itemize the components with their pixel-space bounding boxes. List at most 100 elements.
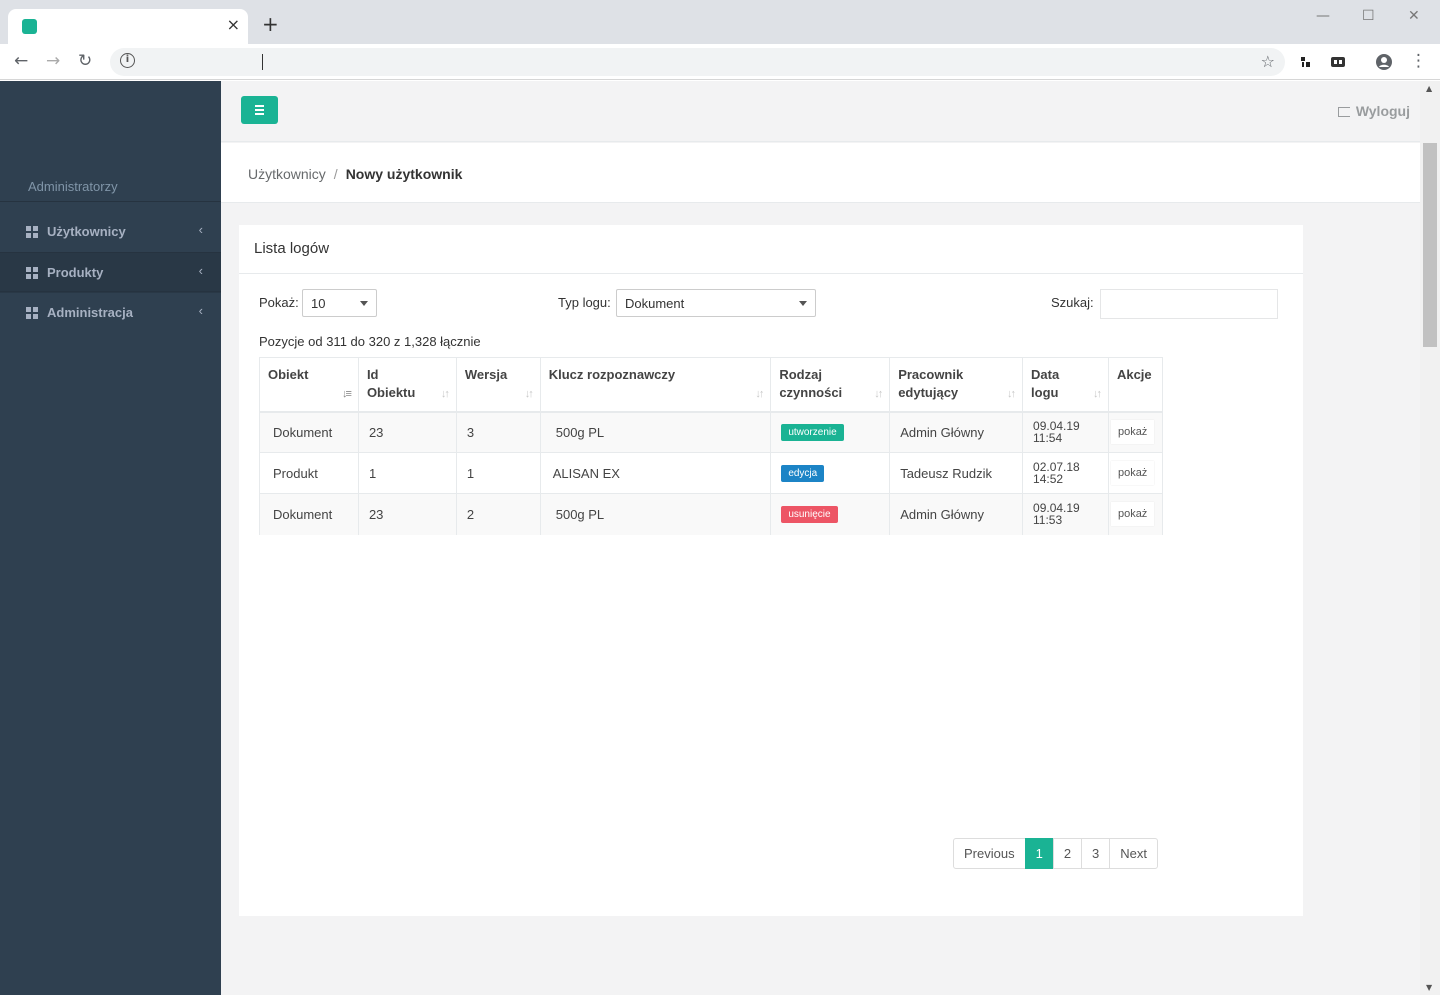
pagination: Previous 1 2 3 Next <box>953 838 1159 869</box>
logs-table: Obiekt ↓≡ Id Obiektu ↓↑ Wersja ↓↑ Klucz rozp… <box>259 357 1164 535</box>
sort-icon: ↓↑ <box>755 387 764 400</box>
sort-asc-icon: ↓≡ <box>342 387 352 400</box>
close-window-icon[interactable]: ✕ <box>1408 8 1420 24</box>
breadcrumb-separator: / <box>333 166 338 182</box>
pagination-page-3[interactable]: 3 <box>1081 838 1111 869</box>
scrollbar-thumb[interactable] <box>1423 143 1437 347</box>
scroll-up-icon[interactable]: ▲ <box>1426 84 1433 93</box>
browser-menu-icon[interactable]: ⋮ <box>1410 51 1427 71</box>
table-row: Dokument 23 2 500g PL usunięcie Admin Gł… <box>259 493 1164 535</box>
page-scrollbar[interactable]: ▲ ▼ <box>1420 81 1440 995</box>
column-header-akcje: Akcje <box>1108 357 1164 413</box>
status-badge: utworzenie <box>781 424 844 442</box>
chevron-left-icon: ‹ <box>198 263 203 278</box>
column-header-id-obiektu[interactable]: Id Obiektu ↓↑ <box>358 357 457 413</box>
log-type-select[interactable]: Dokument <box>616 289 816 317</box>
page-size-select[interactable]: 10 <box>302 289 377 317</box>
cell-wersja: 1 <box>456 452 541 494</box>
breadcrumb: Użytkownicy / Nowy użytkownik <box>248 166 462 182</box>
caret-down-icon <box>360 301 368 306</box>
cell-klucz: ALISAN EX <box>540 452 772 494</box>
chevron-left-icon: ‹ <box>198 222 203 237</box>
sidebar-item-label: Produkty <box>47 265 104 280</box>
cell-rodzaj: utworzenie <box>770 411 891 453</box>
cell-data: 09.04.19 11:53 <box>1022 493 1109 535</box>
scroll-down-icon[interactable]: ▼ <box>1426 983 1433 992</box>
sidebar-item-label: Administracja <box>47 305 133 320</box>
minimize-icon[interactable]: — <box>1316 8 1330 24</box>
column-header-wersja[interactable]: Wersja ↓↑ <box>456 357 541 413</box>
cell-wersja: 3 <box>456 411 541 453</box>
show-button[interactable]: pokaż <box>1110 502 1155 527</box>
show-button[interactable]: pokaż <box>1110 420 1155 445</box>
status-badge: usunięcie <box>781 506 838 524</box>
header-label-2: logu <box>1031 385 1059 400</box>
logout-link[interactable]: Wyloguj <box>1337 103 1410 119</box>
column-header-data[interactable]: Data logu ↓↑ <box>1022 357 1109 413</box>
grid-icon <box>26 307 38 319</box>
maximize-icon[interactable]: ☐ <box>1362 8 1375 24</box>
column-header-pracownik[interactable]: Pracownik edytujący ↓↑ <box>889 357 1024 413</box>
column-header-rodzaj[interactable]: Rodzaj czynności ↓↑ <box>770 357 891 413</box>
search-label: Szukaj: <box>1051 295 1094 310</box>
header-label-2: czynności <box>779 385 843 400</box>
reload-icon[interactable]: ↻ <box>78 51 93 71</box>
pagination-page-2[interactable]: 2 <box>1052 838 1083 869</box>
card-title: Lista logów <box>254 240 330 257</box>
info-icon[interactable]: i <box>120 53 135 68</box>
breadcrumb-parent-link[interactable]: Użytkownicy <box>248 166 326 182</box>
header-label: Klucz rozpoznawczy <box>548 367 676 382</box>
cell-pracownik: Admin Główny <box>889 411 1024 453</box>
extension-2-icon[interactable] <box>1330 54 1346 70</box>
browser-tab[interactable]: × <box>8 9 248 44</box>
page-size-value: 10 <box>311 296 326 311</box>
cell-data: 02.07.18 14:52 <box>1022 452 1109 494</box>
header-label-2: edytujący <box>898 385 959 400</box>
sort-icon: ↓↑ <box>1092 387 1102 400</box>
tab-close-icon[interactable]: × <box>226 15 240 34</box>
logout-label: Wyloguj <box>1355 103 1410 119</box>
status-badge: edycja <box>781 465 825 482</box>
search-input[interactable] <box>1100 289 1278 319</box>
header-label-2: Obiektu <box>366 385 416 400</box>
cell-klucz: 500g PL <box>540 493 772 535</box>
date-time: 11:53 <box>1033 513 1063 528</box>
logs-card: Lista logów Pokaż: 10 Typ logu: Dokument… <box>239 225 1303 916</box>
column-header-obiekt[interactable]: Obiekt ↓≡ <box>259 357 359 413</box>
profile-avatar-icon[interactable] <box>1375 53 1393 71</box>
header-label: Id <box>366 367 379 382</box>
sidebar-item-uzytkownicy[interactable]: Użytkownicy ‹ <box>0 212 221 252</box>
address-bar[interactable]: i ☆ <box>110 48 1285 76</box>
text-cursor <box>262 54 263 70</box>
favicon-icon <box>22 19 37 34</box>
column-header-klucz[interactable]: Klucz rozpoznawczy ↓↑ <box>540 357 772 413</box>
cell-rodzaj: edycja <box>770 452 891 494</box>
header-label: Wersja <box>464 367 508 382</box>
table-row: Dokument 23 3 500g PL utworzenie Admin G… <box>259 411 1164 453</box>
header-label: Rodzaj <box>779 367 822 382</box>
cell-klucz: 500g PL <box>540 411 772 453</box>
browser-toolbar: ← → ↻ i ☆ ⋮ <box>0 44 1440 80</box>
pagination-next-button[interactable]: Next <box>1109 838 1159 869</box>
table-row: Produkt 1 1 ALISAN EX edycja Tadeusz Rud… <box>259 452 1164 494</box>
cell-data: 09.04.19 11:54 <box>1022 411 1109 453</box>
sidebar-item-label: Użytkownicy <box>47 224 126 239</box>
sidebar-item-produkty[interactable]: Produkty ‹ <box>0 253 221 293</box>
sort-icon: ↓↑ <box>440 387 450 400</box>
back-icon[interactable]: ← <box>14 51 29 71</box>
top-navbar: Wyloguj <box>221 81 1420 142</box>
breadcrumb-bar: Użytkownicy / Nowy użytkownik <box>221 143 1420 203</box>
header-label: Pracownik <box>898 367 964 382</box>
pagination-previous-button[interactable]: Previous <box>953 838 1026 869</box>
forward-icon[interactable]: → <box>46 51 61 71</box>
card-header: Lista logów <box>239 225 1303 274</box>
pagination-page-1[interactable]: 1 <box>1024 838 1054 869</box>
new-tab-icon[interactable]: + <box>262 12 279 36</box>
cell-obiekt: Produkt <box>259 452 359 494</box>
show-button[interactable]: pokaż <box>1110 461 1155 485</box>
menu-toggle-button[interactable] <box>241 96 278 124</box>
sign-out-icon <box>1337 107 1350 117</box>
extension-icon[interactable] <box>1298 54 1314 70</box>
sidebar-item-administracja[interactable]: Administracja ‹ <box>0 293 221 333</box>
bookmark-star-icon[interactable]: ☆ <box>1260 52 1275 71</box>
